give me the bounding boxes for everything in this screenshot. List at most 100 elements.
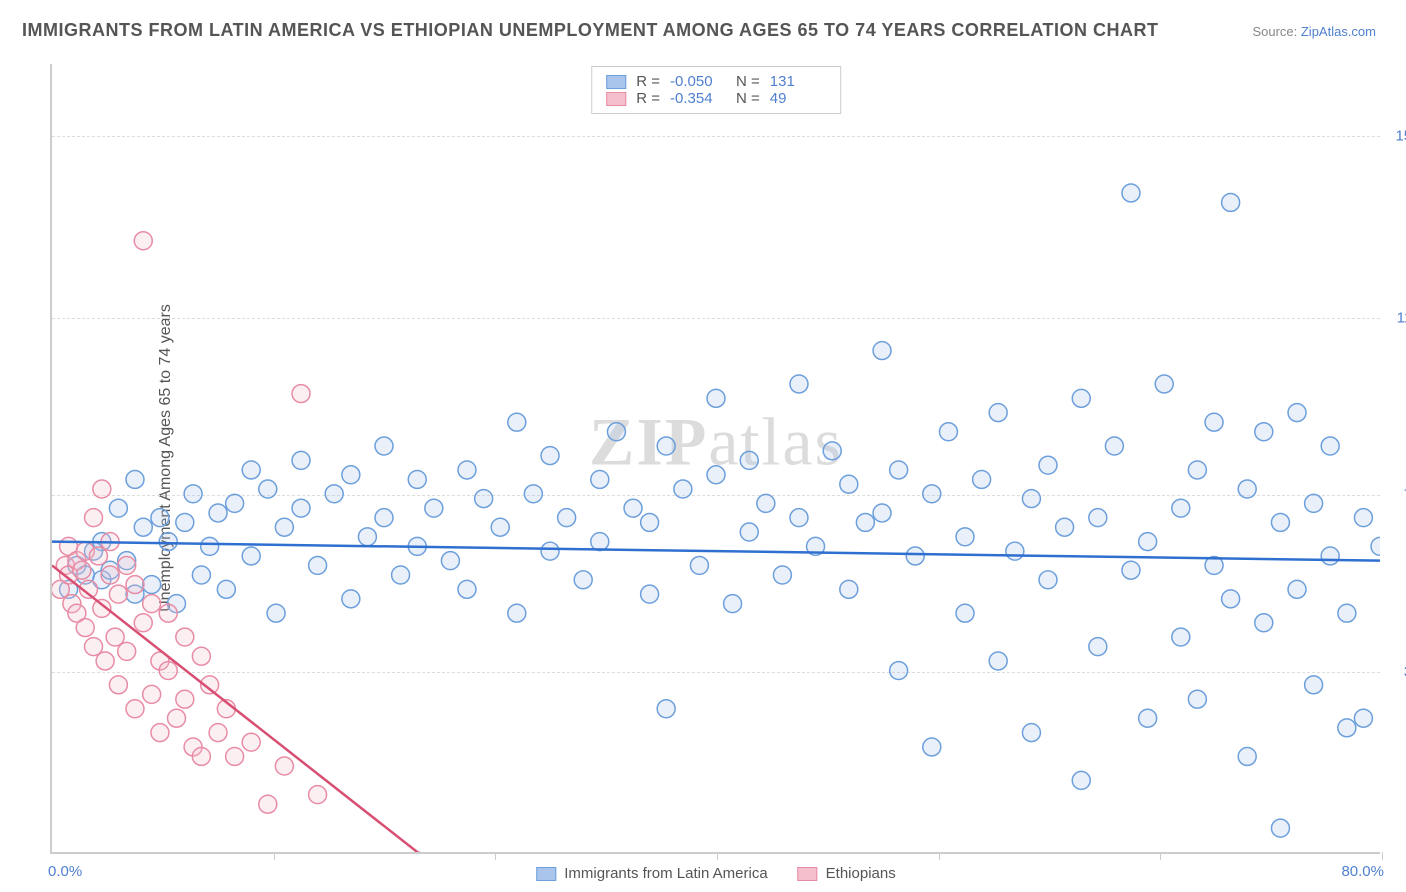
legend-swatch <box>536 867 556 881</box>
data-point <box>1205 413 1223 431</box>
data-point <box>425 499 443 517</box>
legend-r-label: R = <box>636 73 660 90</box>
data-point <box>724 595 742 613</box>
plot-area <box>52 64 1380 852</box>
data-point <box>292 385 310 403</box>
data-point <box>956 604 974 622</box>
data-point <box>118 642 136 660</box>
data-point <box>184 485 202 503</box>
data-point <box>151 509 169 527</box>
trend-line <box>52 565 417 852</box>
data-point <box>740 451 758 469</box>
data-point <box>109 676 127 694</box>
data-point <box>939 423 957 441</box>
data-point <box>1188 461 1206 479</box>
data-point <box>375 437 393 455</box>
x-tick <box>1382 852 1383 860</box>
x-axis-min-label: 0.0% <box>48 863 82 880</box>
data-point <box>923 485 941 503</box>
data-point <box>524 485 542 503</box>
source-attribution: Source: ZipAtlas.com <box>1252 24 1376 39</box>
x-tick <box>717 852 718 860</box>
data-point <box>143 595 161 613</box>
data-point <box>1188 690 1206 708</box>
data-point <box>325 485 343 503</box>
data-point <box>1172 499 1190 517</box>
data-point <box>226 747 244 765</box>
data-point <box>790 375 808 393</box>
data-point <box>159 662 177 680</box>
data-point <box>1222 590 1240 608</box>
data-point <box>541 447 559 465</box>
data-point <box>591 533 609 551</box>
data-point <box>1238 480 1256 498</box>
data-point <box>906 547 924 565</box>
data-point <box>1056 518 1074 536</box>
legend-n-label: N = <box>736 73 760 90</box>
chart-title: IMMIGRANTS FROM LATIN AMERICA VS ETHIOPI… <box>22 20 1159 41</box>
data-point <box>159 604 177 622</box>
data-point <box>143 685 161 703</box>
data-point <box>1139 533 1157 551</box>
data-point <box>126 700 144 718</box>
data-point <box>989 652 1007 670</box>
data-point <box>1089 509 1107 527</box>
source-link[interactable]: ZipAtlas.com <box>1301 24 1376 39</box>
data-point <box>607 423 625 441</box>
legend-stats-row: R = -0.354 N = 49 <box>606 90 826 107</box>
data-point <box>292 451 310 469</box>
data-point <box>1305 494 1323 512</box>
data-point <box>1288 580 1306 598</box>
data-point <box>109 499 127 517</box>
data-point <box>176 628 194 646</box>
data-point <box>1222 193 1240 211</box>
data-point <box>491 518 509 536</box>
data-point <box>1039 571 1057 589</box>
data-point <box>840 475 858 493</box>
data-point <box>1288 404 1306 422</box>
data-point <box>176 690 194 708</box>
data-point <box>1271 513 1289 531</box>
data-point <box>134 614 152 632</box>
data-point <box>856 513 874 531</box>
legend-series: Immigrants from Latin America Ethiopians <box>536 865 895 882</box>
data-point <box>358 528 376 546</box>
data-point <box>1089 638 1107 656</box>
data-point <box>458 461 476 479</box>
data-point <box>109 585 127 603</box>
data-point <box>134 232 152 250</box>
data-point <box>1371 537 1380 555</box>
data-point <box>508 413 526 431</box>
data-point <box>217 580 235 598</box>
data-point <box>1255 614 1273 632</box>
data-point <box>773 566 791 584</box>
data-point <box>134 518 152 536</box>
data-point <box>890 461 908 479</box>
legend-stats-box: R = -0.050 N = 131 R = -0.354 N = 49 <box>591 66 841 114</box>
data-point <box>790 509 808 527</box>
data-point <box>757 494 775 512</box>
data-point <box>151 724 169 742</box>
legend-series-item: Immigrants from Latin America <box>536 865 767 882</box>
data-point <box>101 566 119 584</box>
data-point <box>989 404 1007 422</box>
legend-stats-row: R = -0.050 N = 131 <box>606 73 826 90</box>
x-tick <box>939 852 940 860</box>
data-point <box>1072 389 1090 407</box>
data-point <box>1338 604 1356 622</box>
data-point <box>192 566 210 584</box>
data-point <box>591 470 609 488</box>
legend-swatch <box>606 92 626 106</box>
data-point <box>1006 542 1024 560</box>
data-point <box>1271 819 1289 837</box>
data-point <box>275 757 293 775</box>
data-point <box>823 442 841 460</box>
data-point <box>267 604 285 622</box>
data-point <box>441 552 459 570</box>
data-point <box>375 509 393 527</box>
data-point <box>574 571 592 589</box>
data-point <box>1354 509 1372 527</box>
data-point <box>1172 628 1190 646</box>
data-point <box>392 566 410 584</box>
legend-r-value: -0.050 <box>670 73 726 90</box>
